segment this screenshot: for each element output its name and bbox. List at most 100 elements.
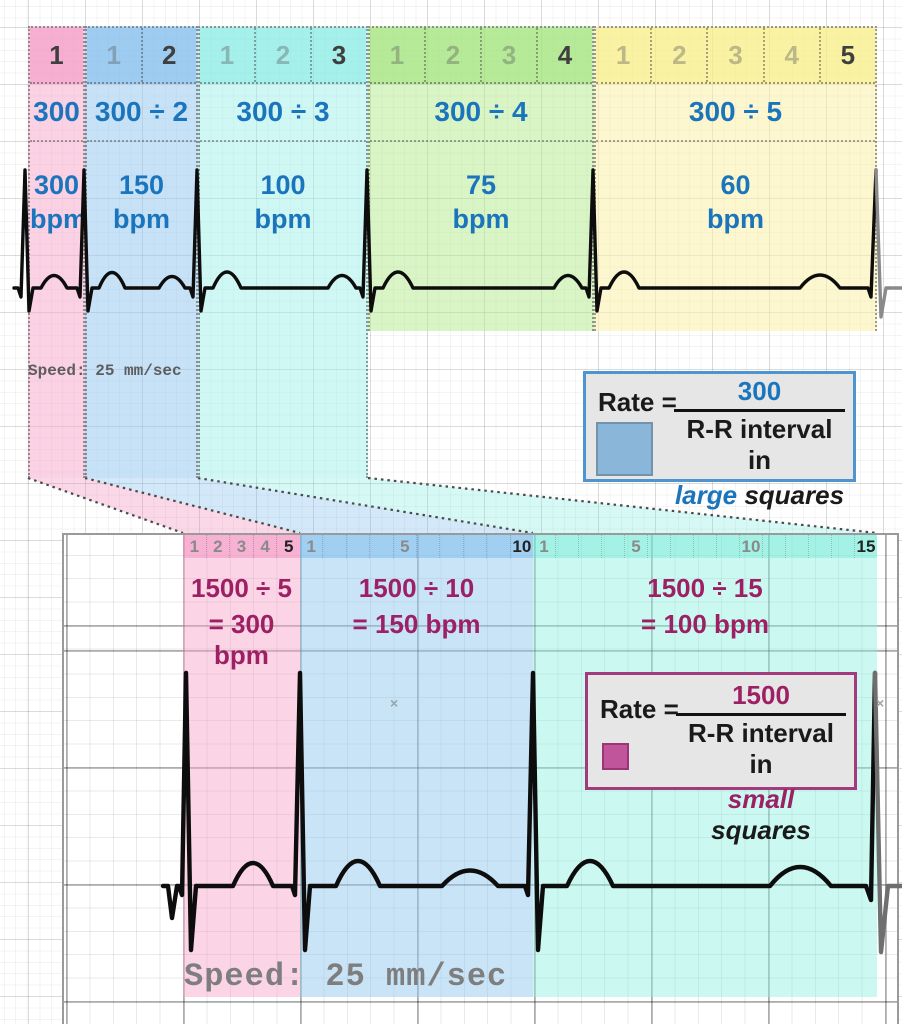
square-count [647,535,670,558]
square-count: 2 [650,28,706,82]
square-count-total: 5 [818,28,875,82]
square-count [486,535,509,558]
square-count: 1 [189,536,200,556]
square-count [831,535,854,558]
division-formula: 300 ÷ 4 [370,84,592,142]
square-count: 4 [252,535,277,558]
fraction-numerator: 1500 [732,680,790,710]
paper-speed-label-top: Speed: 25 mm/sec [28,362,182,380]
division-formula: 300 ÷ 2 [87,84,196,142]
paper-speed-label-bottom: Speed: 25 mm/sec [184,958,508,995]
rate-equals-label: Rate = [600,694,679,724]
large-square-swatch [596,422,653,476]
square-count-total: 3 [310,28,366,82]
band-1-large-square: 1 300 300 bpm [28,26,87,478]
square-count: 1 [539,536,549,556]
square-count: 1 [219,39,235,70]
rate-value: 100 [260,170,306,200]
division-formula: 300 [30,84,83,142]
fraction-numerator: 300 [737,376,782,406]
rate-result: 75 bpm [370,168,592,236]
rate-value: 150 [118,170,165,200]
rate-result: 100 bpm [200,168,366,236]
rate-value: 300 [33,170,80,200]
rate-result: 300 bpm [30,168,87,236]
fraction-bar [674,409,845,412]
division-formula: 1500 ÷ 5 [190,573,293,603]
square-count [369,535,392,558]
rate-result: = 300 bpm [208,609,275,670]
fraction-denominator: R-R interval in [686,414,833,475]
square-count-total: 2 [140,28,197,82]
rate-result: = 150 bpm [352,609,481,639]
small-square-swatch [602,743,629,770]
square-count [716,535,739,558]
square-count-total: 10 [509,535,533,558]
rate-unit: bpm [707,204,764,234]
small-square-cells: 1 5 10 15 [533,535,877,558]
rate-equals-label: Rate = [598,387,677,417]
square-count: 2 [424,28,480,82]
square-count: 1 [306,536,316,556]
rate-formula-large-squares: Rate = 300 R-R interval in large squares [583,371,856,510]
square-count: 2 [254,28,310,82]
square-count [808,535,831,558]
rate-result: 150 bpm [87,168,196,236]
square-count [462,535,486,558]
square-count: 1 [106,39,121,70]
square-count [693,535,716,558]
square-count: 5 [624,535,647,558]
square-count [670,535,693,558]
square-count: 4 [762,28,819,82]
rate-result: 60 bpm [596,168,875,236]
division-formula: 1500 ÷ 10 [358,573,475,603]
square-count [762,535,785,558]
rate-value: 60 [720,170,751,200]
square-count [555,535,578,558]
square-count [345,535,369,558]
fraction-denominator-2: large squares [674,480,845,510]
rate-result: = 100 bpm [641,609,769,639]
square-count-total: 4 [536,28,592,82]
division-formula: 300 ÷ 3 [200,84,366,142]
small-square-cells: 1 5 10 [300,535,533,558]
strip-10-small-squares: 1 5 10 1500 ÷ 10 = 150 bpm [300,535,533,997]
large-square-cells: 1 [30,28,83,84]
square-count [416,535,439,558]
fraction-denominator: R-R interval in [688,718,834,779]
square-count: 1 [389,39,405,70]
fraction-bar [676,713,846,716]
square-count: 5 [392,535,416,558]
rate-value: 75 [465,170,497,200]
square-count: 2 [205,535,230,558]
cross-mark: × [876,695,885,711]
square-count: 10 [739,535,762,558]
square-count-total: 15 [854,535,877,558]
fraction-denominator-2: small squares [711,784,811,845]
rate-unit: bpm [452,204,510,234]
square-count [785,535,808,558]
fraction: 1500 R-R interval in small squares [676,675,846,845]
rate-unit: bpm [254,204,312,234]
square-count: 3 [706,28,762,82]
rate-formula-small-squares: Rate = 1500 R-R interval in small square… [585,672,857,845]
square-count [322,535,345,558]
rate-unit: bpm [30,204,87,234]
cross-mark: × [390,695,399,711]
square-count-total: 5 [276,535,300,558]
rate-unit: bpm [113,204,170,234]
square-count [578,535,601,558]
square-count-total: 1 [49,39,64,70]
division-formula: 300 ÷ 5 [596,84,875,142]
fraction: 300 R-R interval in large squares [674,374,845,510]
